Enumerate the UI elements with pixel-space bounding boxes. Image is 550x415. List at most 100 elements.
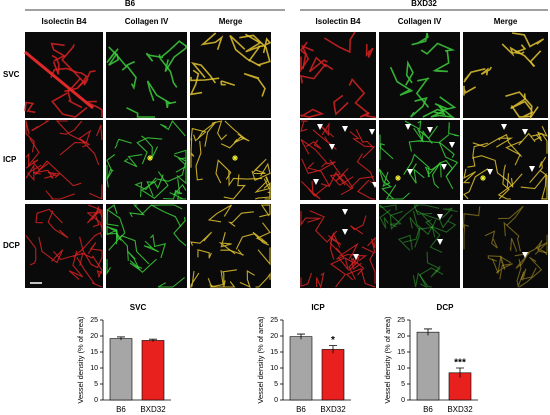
- arrowhead: [342, 126, 348, 132]
- vessel: [516, 258, 525, 289]
- vessel: [306, 162, 337, 188]
- vessel: [511, 32, 545, 48]
- error-bar: [297, 333, 305, 340]
- vessel: [200, 32, 224, 50]
- vessel: [538, 234, 548, 254]
- vessel: [228, 170, 263, 187]
- vessel: [195, 140, 203, 181]
- arrowhead: [372, 182, 378, 188]
- vessel: [45, 190, 75, 200]
- vessel: [337, 256, 356, 271]
- vessel: [207, 204, 232, 223]
- vessel: [448, 122, 460, 137]
- arrowhead: [313, 179, 319, 185]
- arrowhead: [427, 127, 433, 133]
- vessel: [143, 240, 160, 253]
- column-header: Isolectin B4: [42, 17, 87, 26]
- vessel: [422, 96, 457, 118]
- vessel: [235, 233, 270, 250]
- y-tick-label: 20: [270, 333, 278, 340]
- column-header: Merge: [219, 17, 243, 26]
- micrograph: [379, 32, 460, 118]
- vessel: [415, 77, 430, 108]
- vessel: [312, 129, 337, 150]
- arrowhead: [522, 129, 528, 135]
- group-title: B6: [125, 0, 136, 8]
- column-header: Collagen IV: [125, 17, 169, 26]
- vessel: [438, 134, 459, 176]
- vessel: [134, 177, 157, 197]
- vessel: [25, 138, 40, 167]
- vessel: [52, 250, 84, 266]
- vessel: [257, 247, 271, 266]
- row-label: ICP: [3, 155, 17, 164]
- y-tick-label: 10: [270, 365, 278, 372]
- column-header: Merge: [494, 17, 518, 26]
- arrowhead: [353, 254, 359, 260]
- vessel: [33, 169, 54, 180]
- vessel: [498, 205, 524, 226]
- column-header: Isolectin B4: [316, 17, 361, 26]
- vessel: [497, 133, 523, 157]
- arrowhead: [487, 169, 493, 175]
- vessel: [175, 165, 187, 185]
- vessel: [169, 192, 186, 200]
- vessel: [328, 235, 342, 260]
- vessel: [207, 277, 236, 288]
- vessel: [379, 169, 391, 188]
- vessel: [350, 215, 367, 235]
- vessel: [87, 242, 103, 259]
- vessel: [412, 210, 434, 236]
- vessel: [140, 204, 182, 228]
- vessel: [420, 42, 456, 55]
- vessel: [159, 120, 186, 137]
- row-label: SVC: [3, 70, 20, 79]
- vessel: [128, 204, 145, 218]
- vessel: [440, 159, 454, 190]
- vessel: [190, 231, 213, 246]
- micrograph: [379, 204, 460, 288]
- arrowhead: [437, 214, 443, 220]
- x-tick-label: BXD32: [320, 405, 346, 414]
- vessel: [529, 50, 542, 67]
- vessel: [526, 240, 543, 254]
- vessel: [431, 220, 457, 238]
- y-tick-label: 10: [397, 365, 405, 372]
- vessel: [190, 270, 200, 289]
- vessel: [300, 120, 308, 133]
- vessel: [300, 108, 325, 118]
- vessel: [463, 224, 469, 250]
- vessel: [462, 168, 476, 184]
- significance: *: [331, 335, 335, 346]
- vessel: [510, 105, 534, 118]
- vessel: [432, 50, 450, 73]
- vessel: [518, 256, 543, 288]
- vessel: [59, 120, 83, 135]
- vessel: [498, 164, 510, 200]
- vessel: [497, 173, 523, 200]
- vessel: [73, 232, 103, 258]
- vessel: [165, 100, 177, 109]
- vessel: [38, 236, 64, 264]
- vessel: [211, 120, 228, 141]
- vessel: [220, 249, 244, 256]
- vessel: [365, 44, 374, 58]
- y-tick-label: 20: [397, 333, 405, 340]
- vessel: [129, 258, 157, 274]
- y-tick-label: 15: [90, 349, 98, 356]
- vessel: [300, 63, 334, 84]
- vessel: [329, 249, 347, 288]
- vessel: [79, 236, 103, 269]
- vessel: [405, 60, 414, 86]
- vessel: [244, 33, 262, 62]
- marker-asterisk: [147, 155, 153, 161]
- vessel: [31, 120, 50, 132]
- vessel: [190, 127, 207, 142]
- vessel: [121, 64, 137, 90]
- vessel: [68, 250, 84, 280]
- vessel: [309, 210, 338, 243]
- vessel: [471, 155, 510, 183]
- y-tick-label: 5: [94, 381, 98, 388]
- group-title: BXD32: [411, 0, 437, 8]
- y-tick-label: 25: [397, 317, 405, 324]
